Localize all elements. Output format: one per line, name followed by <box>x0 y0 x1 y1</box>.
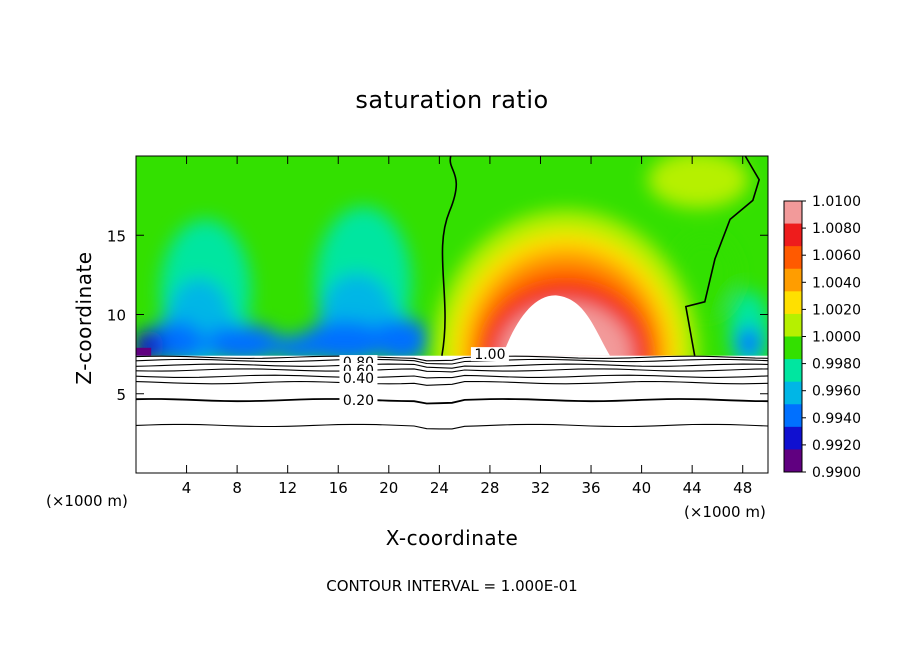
contour-line-2 <box>136 380 768 386</box>
colorbar-band-3 <box>784 268 802 292</box>
y-tick-label-2: 15 <box>107 227 126 245</box>
field-blob-10 <box>673 235 737 315</box>
x-tick-label-1: 8 <box>232 479 242 497</box>
colorbar-band-7 <box>784 359 802 383</box>
colorbar-band-11 <box>784 449 802 473</box>
contour-label-bg-3 <box>339 393 378 408</box>
colorbar-band-10 <box>784 426 802 450</box>
colorbar-band-5 <box>784 313 802 337</box>
x-tick-label-9: 40 <box>632 479 651 497</box>
field-blobs <box>136 156 768 370</box>
colorbar-label-3: 1.0040 <box>812 275 861 291</box>
x-axis-label: X-coordinate <box>385 526 519 550</box>
contour-line-1 <box>136 398 768 405</box>
field-blob-13 <box>647 156 750 209</box>
field-blob-7 <box>373 317 430 363</box>
x-tick-label-4: 20 <box>379 479 398 497</box>
x-tick-label-5: 24 <box>430 479 449 497</box>
colorbar-label-2: 1.0060 <box>812 248 861 264</box>
lower-layer <box>136 355 768 473</box>
y-axis-label: Z-coordinate <box>72 251 96 385</box>
colorbar-label-6: 0.9980 <box>812 357 861 373</box>
contour-line-5 <box>136 363 768 369</box>
colorbar-label-5: 1.0000 <box>812 330 861 346</box>
colorbar-band-4 <box>784 291 802 315</box>
contour-line-0 <box>136 423 768 430</box>
fringe-left <box>136 347 152 356</box>
contour-line-6 <box>136 358 768 365</box>
contour-1-00-right <box>684 156 761 356</box>
x-tick-label-6: 28 <box>480 479 499 497</box>
colorbar-band-0 <box>784 201 802 225</box>
colorbar-label-0: 1.0100 <box>812 194 861 210</box>
x-unit-label-right: (×1000 m) <box>684 503 766 521</box>
colorbar-label-9: 0.9920 <box>812 438 861 454</box>
contour-line-7 <box>136 355 768 362</box>
colorbar-band-1 <box>784 223 802 247</box>
colorbar-label-7: 0.9960 <box>812 384 861 400</box>
contour-label-2: 0.40 <box>343 371 374 387</box>
contour-line-4 <box>136 368 768 373</box>
y-tick-label-0: 5 <box>116 386 126 404</box>
contour-line-3 <box>136 374 768 379</box>
x-tick-label-0: 4 <box>182 479 192 497</box>
x-tick-label-3: 16 <box>329 479 348 497</box>
heatmap-field: 0.800.600.400.201.00 <box>136 156 768 473</box>
contour-label-bg-2 <box>339 370 378 385</box>
x-tick-label-2: 12 <box>278 479 297 497</box>
field-blob-5 <box>205 324 282 363</box>
colorbar-label-8: 0.9940 <box>812 411 861 427</box>
chart-title: saturation ratio <box>355 86 549 114</box>
field-blob-9 <box>269 335 331 361</box>
colorbar-band-8 <box>784 381 802 405</box>
colorbar-band-6 <box>784 336 802 360</box>
colorbar-label-10: 0.9900 <box>812 465 861 481</box>
y-tick-label-1: 10 <box>107 307 126 325</box>
field-blob-12 <box>736 327 762 359</box>
colorbar-label-1: 1.0080 <box>812 221 861 237</box>
contour-label-bg-4 <box>470 347 509 362</box>
contour-1-00-left <box>441 156 458 356</box>
colorbar-label-4: 1.0020 <box>812 302 861 318</box>
x-tick-label-11: 48 <box>733 479 752 497</box>
x-tick-label-8: 36 <box>581 479 600 497</box>
contour-label-3: 0.20 <box>343 393 374 409</box>
colorbar-band-9 <box>784 404 802 428</box>
contour-interval-note: CONTOUR INTERVAL = 1.000E-01 <box>326 577 578 595</box>
x-tick-label-7: 32 <box>531 479 550 497</box>
unfilled-region <box>502 295 610 356</box>
x-unit-label: (×1000 m) <box>46 492 128 510</box>
contour-label-4: 1.00 <box>474 347 505 363</box>
x-tick-label-10: 44 <box>683 479 702 497</box>
colorbar-band-2 <box>784 246 802 270</box>
